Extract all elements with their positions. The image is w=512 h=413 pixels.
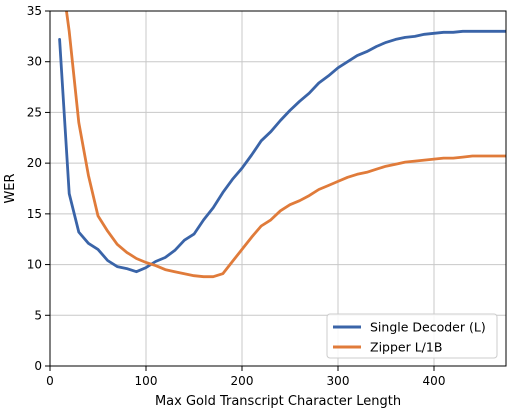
plot-frame [49, 10, 507, 367]
series-line-1 [65, 11, 506, 279]
x-tick-label: 300 [327, 374, 350, 388]
x-tick-label: 400 [423, 374, 446, 388]
x-tick-label: 0 [46, 374, 54, 388]
y-tick-label: 15 [27, 207, 42, 221]
legend-box [326, 313, 498, 359]
grid [49, 10, 506, 367]
x-tick-label: 100 [135, 374, 158, 388]
y-tick-label: 0 [34, 359, 42, 373]
y-tick-label: 30 [27, 55, 42, 69]
y-tick-label: 5 [34, 308, 42, 322]
legend-label-zipper: Zipper L/1B [370, 340, 442, 355]
legend-label-single-decoder: Single Decoder (L) [370, 320, 486, 335]
y-tick-label: 10 [27, 258, 42, 272]
y-axis-label: WER [3, 173, 18, 203]
series-line-0 [58, 29, 506, 274]
legend: Single Decoder (L) Zipper L/1B [326, 313, 498, 359]
x-axis-label: Max Gold Transcript Character Length [155, 394, 401, 409]
y-tick-label: 20 [27, 156, 42, 170]
x-tick-label: 200 [231, 374, 254, 388]
y-tick-label: 25 [27, 105, 42, 119]
axis-ticks: 0 100 200 300 400 0 5 10 15 20 25 30 35 [27, 4, 446, 388]
y-tick-label: 35 [27, 4, 42, 18]
series-lines [58, 11, 506, 279]
